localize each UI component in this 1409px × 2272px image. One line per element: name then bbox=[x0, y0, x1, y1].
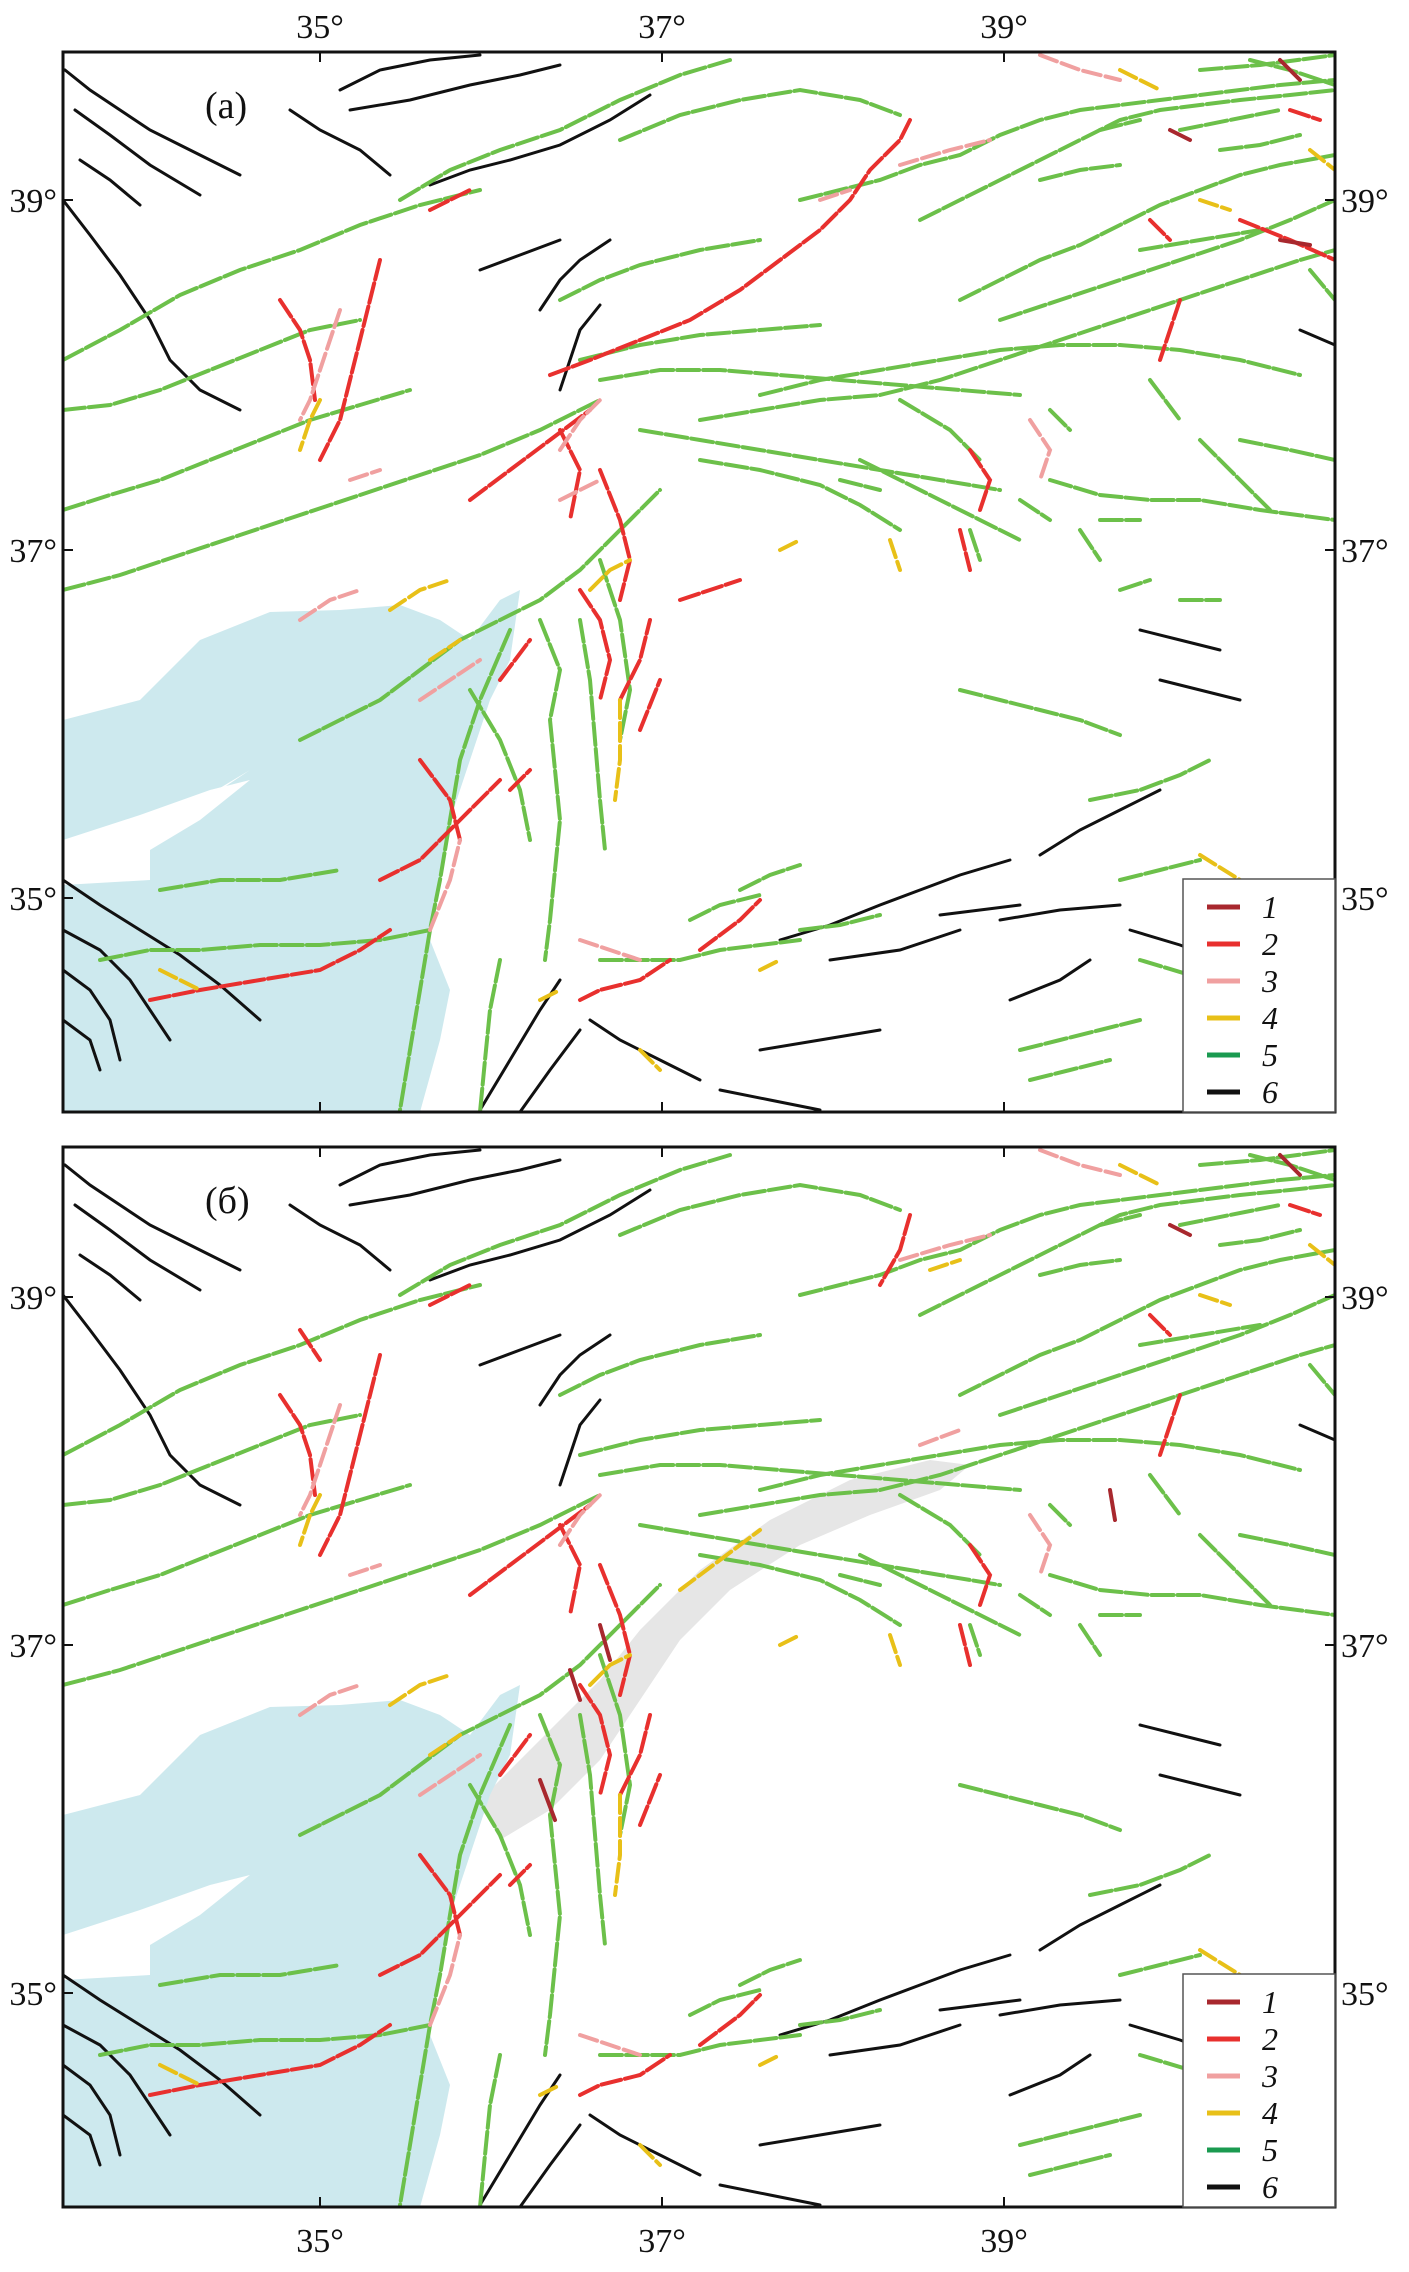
panel-label: (б) bbox=[205, 1180, 250, 1222]
x-tick-label: 35° bbox=[296, 2223, 344, 2260]
black-faults bbox=[63, 1148, 1335, 2207]
dark-red-faults bbox=[538, 1153, 1302, 1822]
legend-label: 3 bbox=[1261, 2058, 1278, 2094]
y-tick-label-right: 35° bbox=[1341, 881, 1389, 918]
legend: 1 2 3 4 5 6 bbox=[1182, 1973, 1336, 2208]
y-tick-label-right: 37° bbox=[1341, 1628, 1389, 1665]
red-faults bbox=[148, 1203, 1322, 2097]
panel-label: (а) bbox=[205, 85, 247, 127]
dark-red-faults bbox=[1168, 58, 1312, 247]
y-tick-label-left: 37° bbox=[9, 533, 57, 570]
legend-label: 5 bbox=[1262, 2132, 1278, 2168]
pink-faults bbox=[298, 1148, 1122, 2057]
yellow-faults bbox=[158, 1163, 1335, 2167]
panel-b-ticks bbox=[63, 1147, 1335, 2207]
legend-label: 5 bbox=[1262, 1037, 1278, 1073]
x-tick-label: 37° bbox=[638, 9, 686, 46]
legend-label: 2 bbox=[1262, 2021, 1278, 2057]
legend: 1 2 3 4 5 6 bbox=[1182, 878, 1336, 1113]
red-faults bbox=[148, 108, 1335, 1002]
y-tick-label-left: 35° bbox=[9, 881, 57, 918]
y-tick-label-left: 39° bbox=[9, 1280, 57, 1317]
x-tick-label: 35° bbox=[296, 9, 344, 46]
x-tick-label: 37° bbox=[638, 2223, 686, 2260]
y-tick-label-left: 35° bbox=[9, 1976, 57, 2013]
sea-area bbox=[63, 590, 520, 1112]
sea-inlet bbox=[63, 780, 250, 885]
highlight-zone bbox=[480, 1460, 970, 1840]
legend-box bbox=[1182, 1973, 1336, 2208]
yellow-faults bbox=[158, 68, 1335, 1072]
y-tick-label-left: 39° bbox=[9, 183, 57, 220]
panel-b: 35° 37° 39° 39° 37° 35° 39° 37° 35° (б) … bbox=[9, 1145, 1389, 2260]
legend-label: 6 bbox=[1262, 2169, 1278, 2205]
panel-a: 35° 37° 39° 39° 37° 35° 39° 37° 35° (а) … bbox=[9, 9, 1389, 1114]
x-tick-label: 39° bbox=[980, 9, 1028, 46]
legend-label: 3 bbox=[1261, 963, 1278, 999]
y-tick-label-right: 35° bbox=[1341, 1976, 1389, 2013]
y-tick-label-right: 37° bbox=[1341, 533, 1389, 570]
panel-b-frame bbox=[61, 1145, 1337, 2209]
y-tick-label-left: 37° bbox=[9, 1628, 57, 1665]
legend-label: 1 bbox=[1262, 1984, 1278, 2020]
panel-a-frame bbox=[61, 50, 1337, 1114]
legend-label: 4 bbox=[1262, 2095, 1278, 2131]
legend-label: 2 bbox=[1262, 926, 1278, 962]
legend-box bbox=[1182, 878, 1336, 1113]
y-tick-label-right: 39° bbox=[1341, 1280, 1389, 1317]
legend-label: 4 bbox=[1262, 1000, 1278, 1036]
sea-area bbox=[63, 1685, 520, 2207]
pink-faults bbox=[298, 53, 1122, 962]
x-tick-label: 39° bbox=[980, 2223, 1028, 2260]
legend-label: 1 bbox=[1262, 889, 1278, 925]
legend-label: 6 bbox=[1262, 1074, 1278, 1110]
sea-inlet bbox=[63, 1875, 250, 1980]
y-tick-label-right: 39° bbox=[1341, 183, 1389, 220]
